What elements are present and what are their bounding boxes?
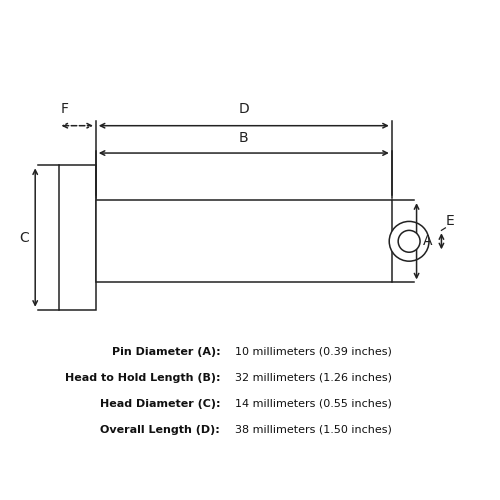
Text: Head Diameter (C):: Head Diameter (C):	[100, 398, 220, 408]
Text: Pin Diameter (A):: Pin Diameter (A):	[112, 347, 220, 357]
Circle shape	[398, 230, 420, 252]
Bar	[58, 166, 96, 310]
Text: A: A	[423, 234, 432, 248]
Circle shape	[389, 222, 429, 261]
Text: 10 millimeters (0.39 inches): 10 millimeters (0.39 inches)	[235, 347, 392, 357]
Text: F: F	[60, 102, 68, 116]
Text: Overall Length (D):: Overall Length (D):	[100, 424, 220, 434]
Text: 38 millimeters (1.50 inches): 38 millimeters (1.50 inches)	[235, 424, 392, 434]
Bar	[96, 200, 392, 282]
Text: D: D	[238, 102, 249, 116]
Text: 32 millimeters (1.26 inches): 32 millimeters (1.26 inches)	[235, 373, 392, 383]
Text: Head to Hold Length (B):: Head to Hold Length (B):	[64, 373, 220, 383]
Text: E: E	[446, 214, 454, 228]
Text: C: C	[20, 230, 29, 244]
Text: 14 millimeters (0.55 inches): 14 millimeters (0.55 inches)	[235, 398, 392, 408]
Text: B: B	[239, 131, 248, 145]
